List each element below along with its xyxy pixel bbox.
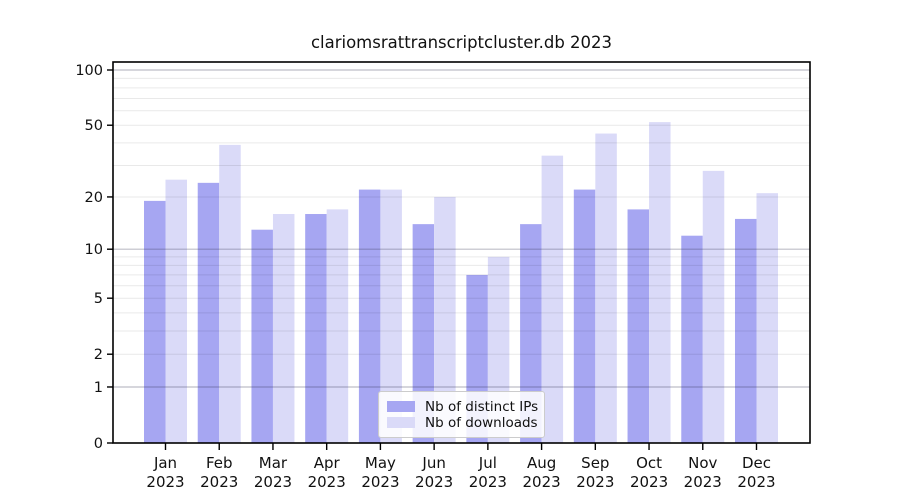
bar-downloads-may <box>380 189 402 443</box>
legend-swatch-downloads <box>387 417 415 428</box>
x-tick-label-month: Apr <box>314 454 341 472</box>
x-tick-label-month: Sep <box>581 454 609 472</box>
x-tick-label-year: 2023 <box>146 473 184 491</box>
y-tick-label: 0 <box>94 436 103 452</box>
plot-frame <box>112 61 811 444</box>
x-tick-label-year: 2023 <box>737 473 775 491</box>
bar-downloads-mar <box>272 214 295 443</box>
bar-distinct-ips-jan <box>144 200 166 443</box>
x-tick-label-month: Aug <box>527 454 556 472</box>
x-tick-label-month: Nov <box>688 454 717 472</box>
x-tick-label-month: Dec <box>742 454 771 472</box>
y-tick-label: 100 <box>75 63 103 79</box>
x-tick-label-year: 2023 <box>469 473 507 491</box>
bar-distinct-ips-dec <box>734 218 757 443</box>
bar-downloads-jan <box>165 179 187 443</box>
x-tick-label-year: 2023 <box>200 473 238 491</box>
legend-swatch-distinct-ips <box>387 401 415 412</box>
bar-distinct-ips-nov <box>681 235 703 443</box>
x-tick-label-month: May <box>365 454 396 472</box>
x-tick-label-year: 2023 <box>684 473 722 491</box>
legend-label-distinct-ips: Nb of distinct IPs <box>425 398 539 415</box>
bar-downloads-dec <box>756 193 778 443</box>
y-tick-label: 20 <box>85 190 103 206</box>
bar-downloads-apr <box>326 209 349 443</box>
x-tick-label-year: 2023 <box>361 473 399 491</box>
bar-distinct-ips-feb <box>197 182 220 443</box>
legend: Nb of distinct IPs Nb of downloads <box>378 391 545 438</box>
y-tick-label: 5 <box>94 291 103 307</box>
x-tick-label-month: Mar <box>259 454 288 472</box>
bar-distinct-ips-oct <box>627 209 650 443</box>
bar-downloads-oct <box>649 122 671 444</box>
x-tick-label-month: Jun <box>421 454 445 472</box>
bar-downloads-jun <box>434 196 456 443</box>
y-tick-label: 50 <box>85 118 103 134</box>
legend-label-downloads: Nb of downloads <box>425 414 538 431</box>
bar-distinct-ips-mar <box>251 229 273 443</box>
x-tick-label-month: Jan <box>153 454 177 472</box>
y-tick-label: 2 <box>94 347 103 363</box>
x-tick-label-month: Oct <box>636 454 662 472</box>
bar-downloads-feb <box>219 144 241 444</box>
x-tick-label-year: 2023 <box>254 473 292 491</box>
bar-downloads-nov <box>702 170 725 443</box>
x-tick-label-year: 2023 <box>308 473 346 491</box>
bar-distinct-ips-may <box>358 189 381 443</box>
x-tick-label-year: 2023 <box>630 473 668 491</box>
x-tick-label-month: Jul <box>478 454 497 472</box>
bar-downloads-sep <box>595 133 617 443</box>
x-tick-label-year: 2023 <box>576 473 614 491</box>
bar-distinct-ips-sep <box>573 189 596 443</box>
bar-downloads-aug <box>541 155 564 444</box>
x-tick-label-year: 2023 <box>522 473 560 491</box>
y-tick-label: 1 <box>94 380 103 396</box>
y-tick-label: 10 <box>85 242 103 258</box>
x-tick-label-month: Feb <box>206 454 233 472</box>
bar-distinct-ips-aug <box>520 224 542 443</box>
legend-item-downloads: Nb of downloads <box>387 414 538 431</box>
legend-item-distinct-ips: Nb of distinct IPs <box>387 398 539 415</box>
bar-distinct-ips-jun <box>412 224 435 443</box>
chart-title: clariomsrattranscriptcluster.db 2023 <box>310 33 613 52</box>
x-tick-label-year: 2023 <box>415 473 453 491</box>
bar-distinct-ips-apr <box>305 214 327 443</box>
